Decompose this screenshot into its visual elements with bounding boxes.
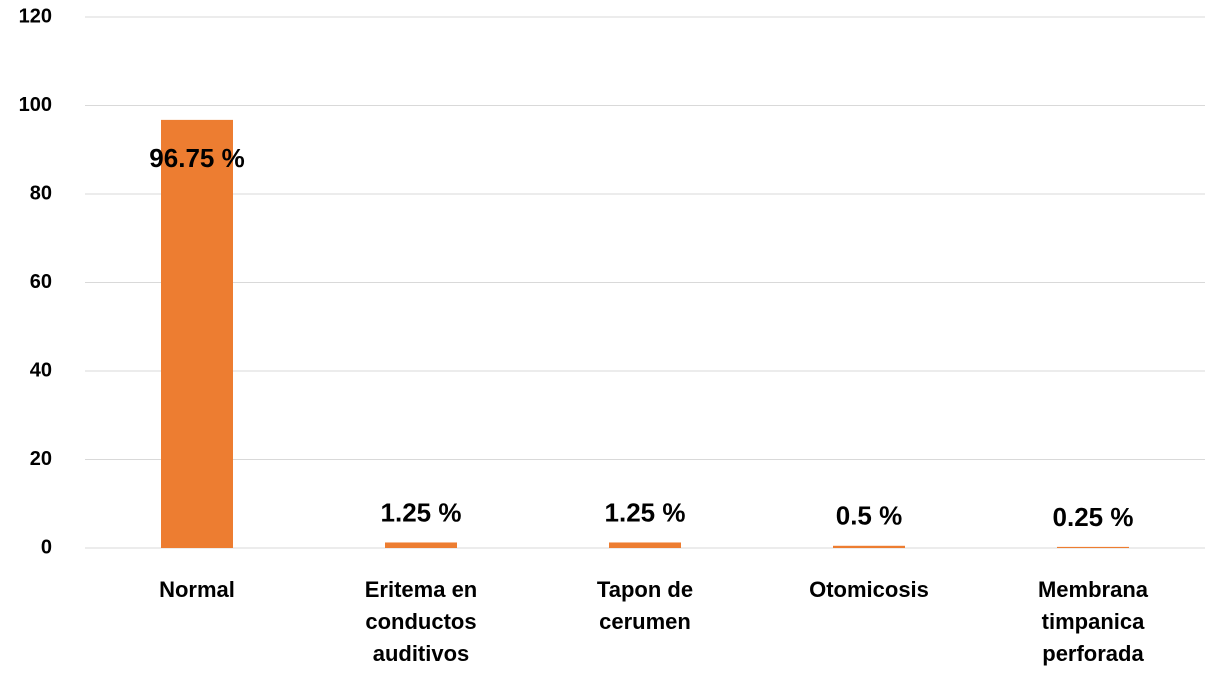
x-tick-label: Tapon de cerumen [596,577,694,634]
y-tick-label: 120 [19,5,52,27]
y-tick-label: 100 [19,94,52,116]
data-label: 0.25 % [1053,502,1134,532]
y-tick-label: 40 [30,359,52,381]
x-tick-label: Otomicosis [809,577,929,602]
x-tick-label: Eritema en conductos auditivos [364,577,478,666]
y-tick-label: 0 [41,536,52,558]
data-label: 0.5 % [836,501,903,531]
bar [609,542,681,548]
x-tick-label: Normal [159,577,235,602]
y-tick-label: 60 [30,271,52,293]
y-tick-label: 80 [30,182,52,204]
data-label: 1.25 % [605,497,686,527]
bar [833,545,905,548]
x-tick-label: Membrana timpanica perforada [1037,577,1149,666]
bar [1057,546,1129,548]
y-tick-label: 20 [30,448,52,470]
data-label: 1.25 % [381,497,462,527]
bar [161,119,233,548]
data-label: 96.75 % [149,143,244,173]
bar [385,542,457,548]
